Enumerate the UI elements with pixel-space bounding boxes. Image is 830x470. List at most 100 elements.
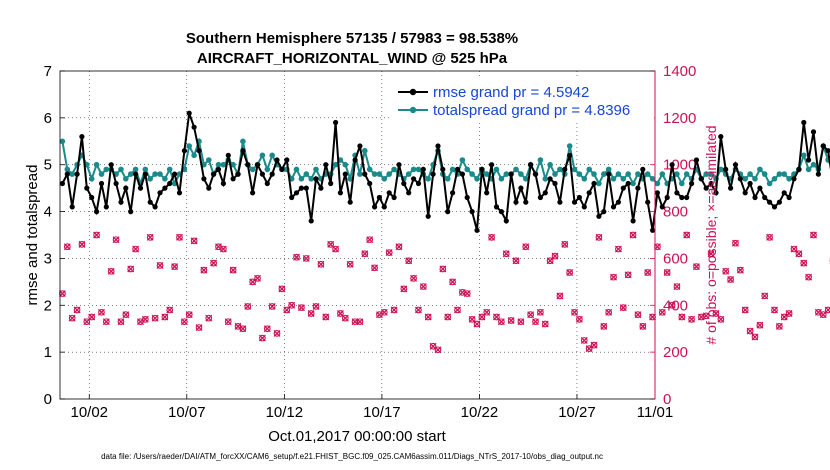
rmse-point: [684, 194, 690, 201]
obs-assimilated-point: [317, 260, 325, 268]
obs-possible-point: [527, 311, 534, 319]
obs-possible-point: [663, 269, 671, 276]
obs-possible-point: [434, 346, 442, 354]
obs-possible-point: [371, 264, 378, 272]
rmse-point: [411, 176, 417, 182]
totalspread-point: [644, 171, 651, 177]
obs-assimilated-point: [502, 250, 510, 258]
totalspread-point: [610, 176, 617, 182]
obs-possible-point: [693, 263, 700, 270]
totalspread-point: [605, 166, 612, 173]
totalspread-point: [259, 152, 266, 159]
totalspread-point: [376, 171, 383, 177]
rmse-point: [537, 194, 544, 201]
obs-assimilated-point: [390, 306, 398, 314]
y2-axis-label: # of obs: o=possible; ×=assimilated: [703, 125, 719, 344]
chart-title: Southern Hemisphere 57135 / 57983 = 98.5…: [186, 30, 518, 47]
obs-possible-point: [73, 306, 81, 314]
rmse-point: [425, 213, 431, 219]
totalspread-point: [249, 166, 256, 173]
obs-assimilated-point: [107, 267, 115, 275]
rmse-point: [620, 185, 626, 191]
obs-possible-point: [454, 306, 461, 314]
obs-possible-point: [639, 323, 647, 330]
obs-assimilated-point: [805, 273, 813, 281]
obs-possible-point: [166, 306, 174, 314]
totalspread-point: [586, 166, 592, 173]
rmse-point: [406, 190, 412, 196]
rmse-point: [94, 209, 100, 215]
obs-possible-point: [541, 320, 549, 328]
obs-possible-point: [590, 341, 598, 349]
rmse-point: [450, 190, 456, 196]
obs-assimilated-point: [224, 318, 232, 326]
rmse-point: [820, 143, 826, 149]
obs-possible-point: [181, 318, 188, 326]
rmse-point: [503, 218, 509, 224]
totalspread-point: [103, 166, 110, 173]
rmse-point: [401, 180, 407, 187]
obs-possible-point: [249, 278, 256, 286]
totalspread-point: [366, 166, 373, 173]
obs-assimilated-point: [497, 318, 505, 326]
totalspread-point: [654, 180, 661, 187]
axis-ticks: 0 1 2 3 4 5 6 7 0 200 400 600 800 1000 1200 1400 10/02 10…: [44, 63, 697, 421]
obs-possible-point: [761, 292, 769, 300]
totalspread-point: [127, 171, 134, 177]
totalspread-point: [708, 171, 714, 177]
rmse-point: [801, 119, 807, 126]
obs-assimilated-point: [132, 245, 140, 253]
rmse-point: [225, 152, 231, 158]
rmse-point: [59, 180, 65, 187]
obs-assimilated-point: [556, 292, 564, 300]
obs-possible-point: [756, 321, 764, 329]
obs-assimilated-point: [63, 243, 71, 251]
obs-assimilated-point: [634, 311, 642, 319]
obs-possible-point: [736, 266, 744, 274]
obs-assimilated-point: [717, 315, 725, 323]
obs-possible-point: [702, 312, 710, 320]
rmse-point: [289, 194, 295, 201]
obs-assimilated-point: [541, 320, 549, 328]
obs-assimilated-point: [341, 314, 349, 322]
obs-possible-point: [805, 273, 812, 281]
obs-assimilated-point: [644, 269, 652, 276]
obs-assimilated-point: [302, 254, 310, 262]
obs-possible-point: [727, 276, 734, 283]
obs-possible-point: [278, 285, 286, 293]
rmse-point: [552, 180, 558, 187]
obs-possible-point: [224, 318, 232, 326]
obs-possible-point: [498, 318, 505, 326]
obs-assimilated-point: [673, 283, 681, 291]
obs-possible-point: [658, 308, 666, 316]
rmse-point: [640, 166, 646, 172]
rmse-point: [615, 199, 622, 205]
obs-possible-point: [244, 303, 252, 310]
obs-possible-point: [532, 318, 539, 326]
totalspread-point: [230, 161, 236, 168]
rmse-point: [328, 180, 334, 187]
rmse-point: [781, 190, 787, 196]
rmse-point: [128, 209, 134, 215]
rmse-point: [152, 204, 158, 210]
obs-possible-point: [771, 306, 778, 314]
totalspread-point: [298, 176, 305, 182]
rmse-point: [654, 190, 661, 196]
obs-assimilated-point: [766, 233, 774, 241]
obs-assimilated-point: [619, 304, 627, 312]
totalspread-point: [69, 171, 75, 177]
rmse-point: [625, 180, 631, 187]
totalspread-point: [362, 147, 368, 154]
rmse-point: [669, 162, 675, 168]
rmse-point: [567, 152, 573, 158]
totalspread-point: [220, 161, 227, 168]
rmse-point: [815, 171, 822, 177]
obs-possible-point: [200, 266, 208, 274]
totalspread-point: [805, 166, 812, 173]
totalspread-point: [88, 176, 95, 182]
obs-possible-point: [322, 313, 330, 321]
y-tick-label: 6: [44, 110, 52, 127]
rmse-point: [440, 166, 446, 172]
rmse-point: [542, 190, 548, 196]
rmse-point: [181, 148, 187, 154]
